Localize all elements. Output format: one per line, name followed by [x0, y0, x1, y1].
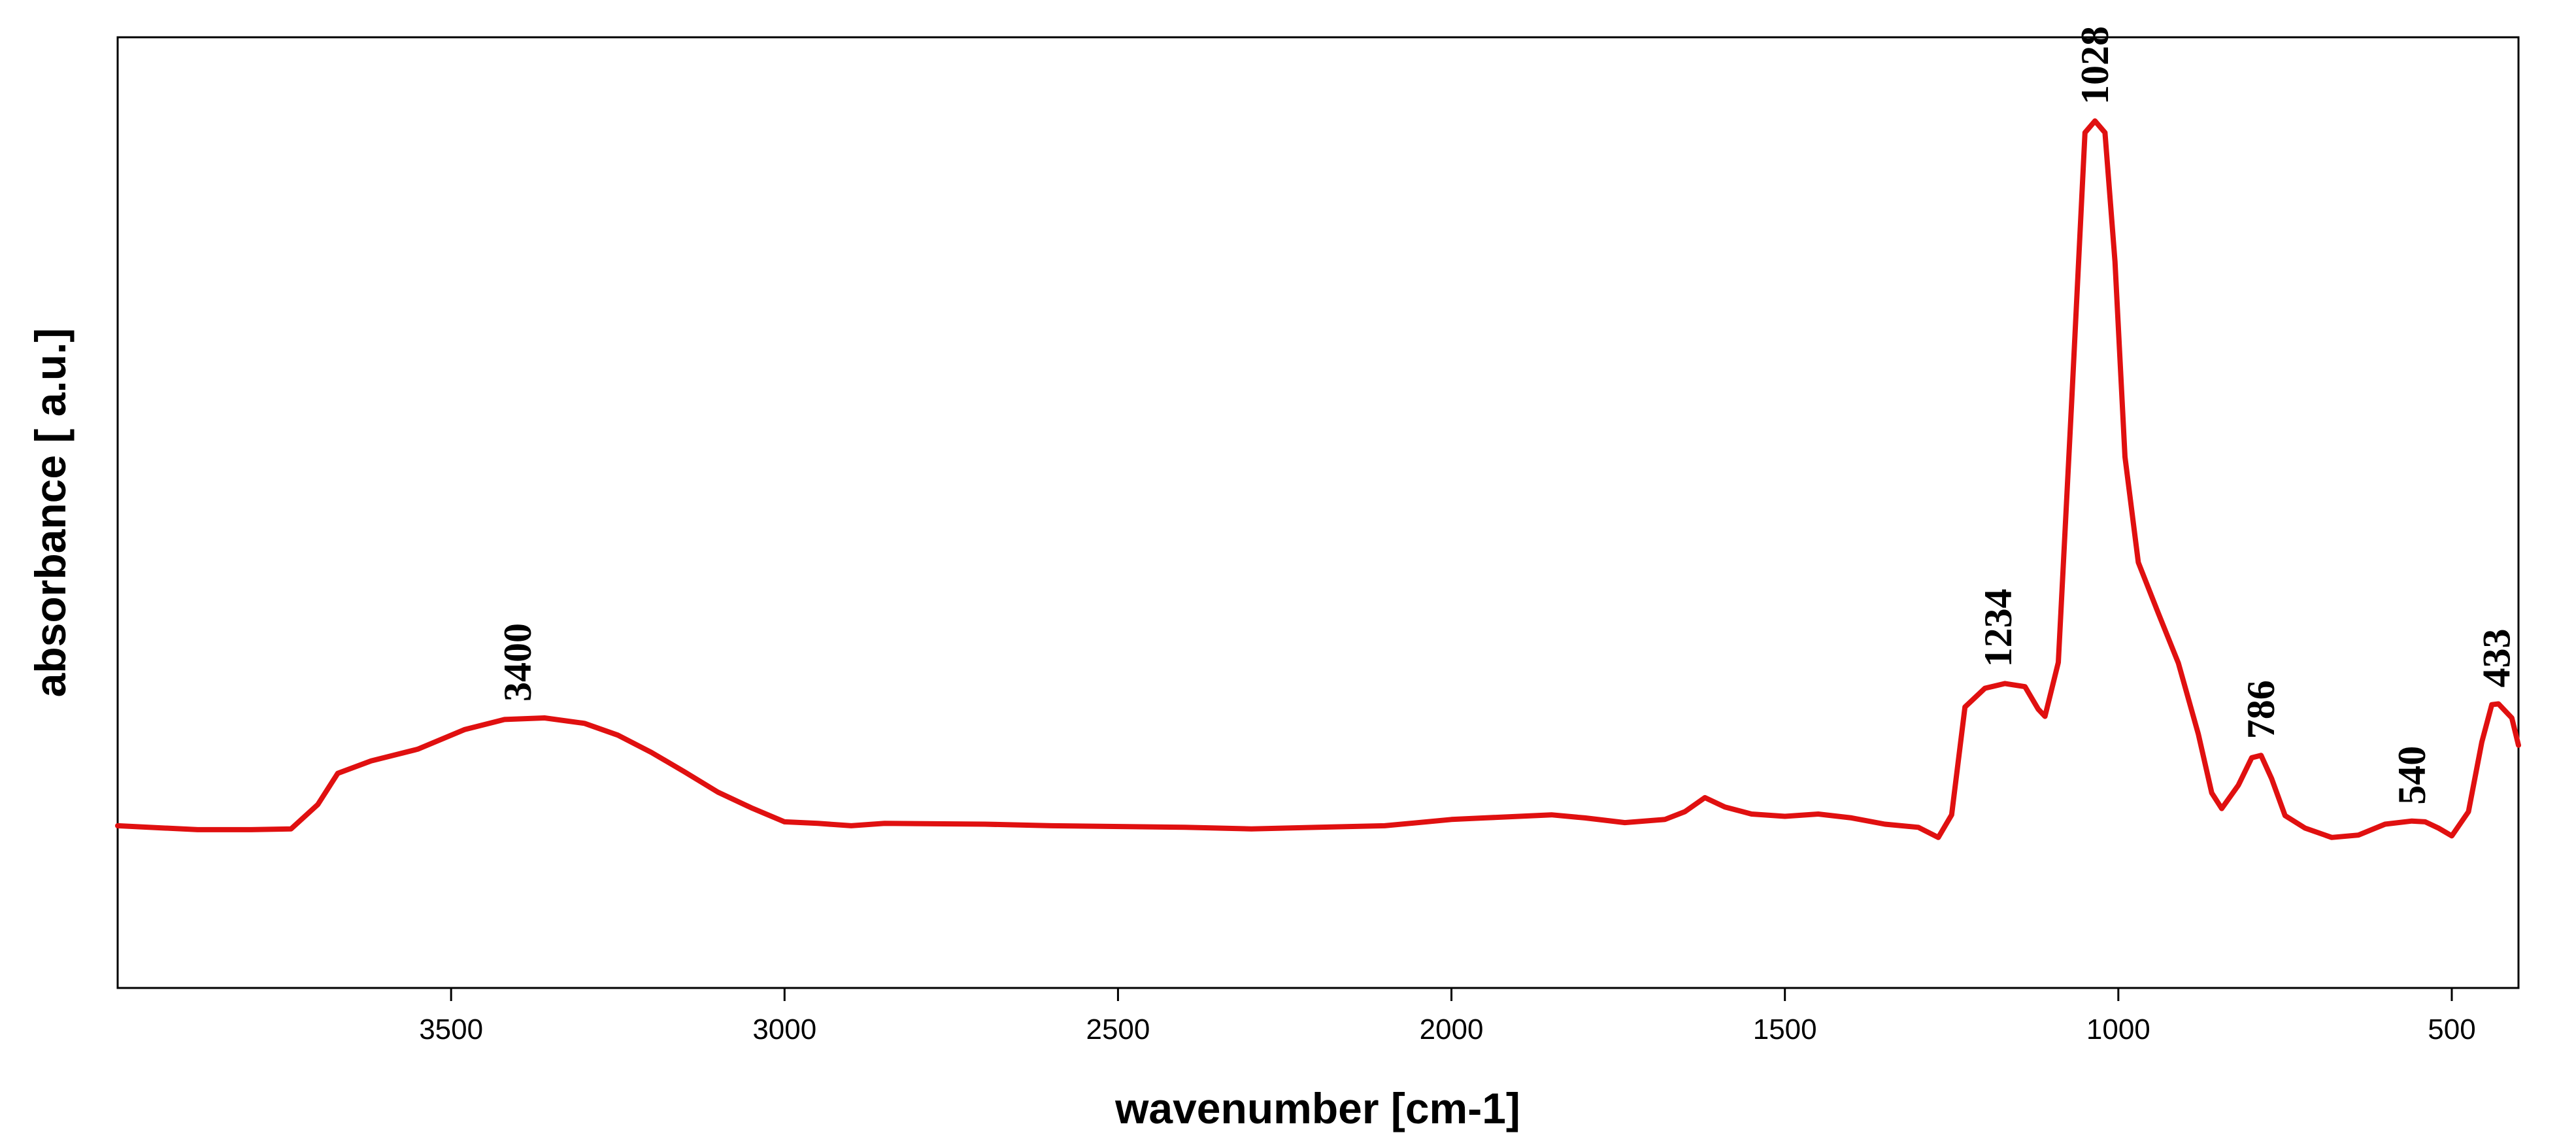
peak-label: 540	[2390, 746, 2434, 805]
x-tick-label: 1000	[2086, 1013, 2150, 1046]
spectrum-line	[115, 118, 2521, 840]
x-axis-label: wavenumber [cm-1]	[1114, 1084, 1520, 1132]
x-tick-label: 2500	[1086, 1013, 1150, 1046]
peak-annotations: 3400 1234 1028 786 540 433	[496, 26, 2518, 805]
x-tick-label: 2000	[1420, 1013, 1484, 1046]
x-tick-label: 3500	[419, 1013, 483, 1046]
series-layer	[115, 118, 2521, 840]
y-axis-label: absorbance [ a.u.]	[26, 328, 75, 698]
x-tick-label: 500	[2428, 1013, 2475, 1046]
peak-label: 1234	[1977, 588, 2020, 667]
x-tick-label: 1500	[1753, 1013, 1817, 1046]
x-tick-label: 3000	[752, 1013, 816, 1046]
peak-label: 1028	[2073, 26, 2116, 105]
peak-label: 433	[2475, 629, 2518, 688]
peak-label: 786	[2239, 680, 2283, 739]
plot-frame	[116, 36, 2520, 989]
x-axis-ticks: 3500 3000 2500 2000 1500 1000 500	[419, 988, 2476, 1046]
peak-label: 3400	[496, 623, 539, 702]
